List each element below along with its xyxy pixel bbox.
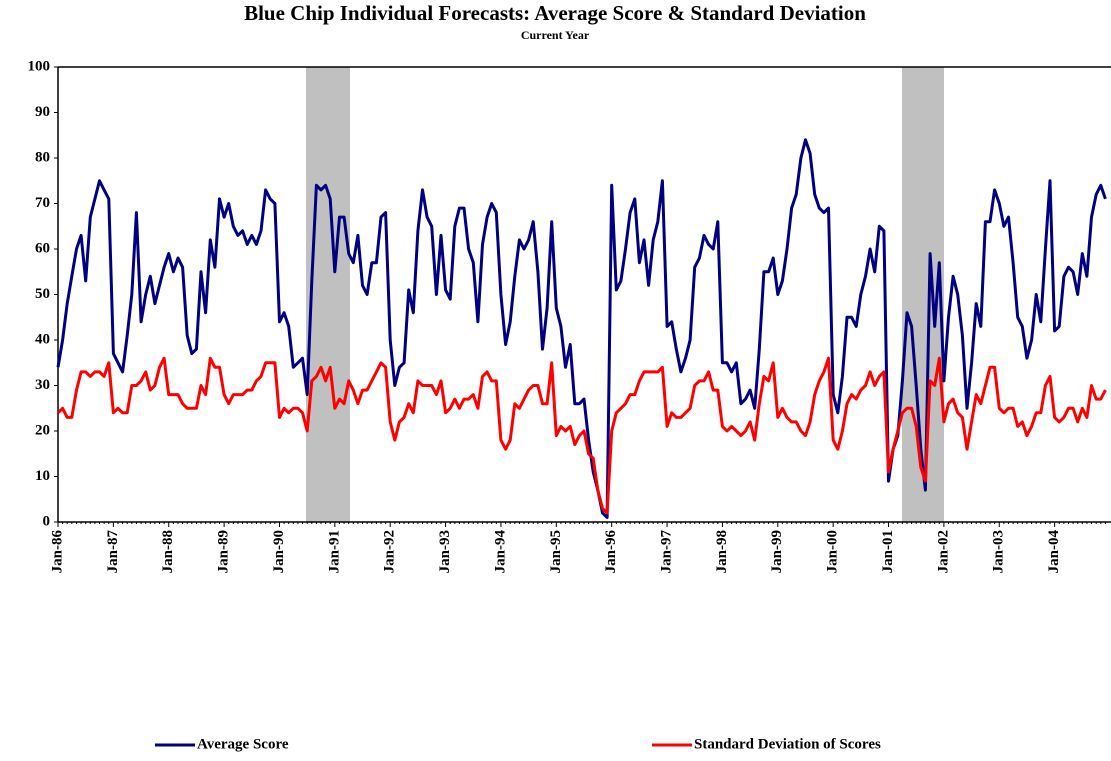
x-tick-label: Jan-93	[437, 530, 453, 573]
x-tick-label: Jan-96	[603, 530, 619, 574]
x-tick-label: Jan-91	[326, 530, 342, 573]
y-tick-label: 50	[35, 286, 50, 302]
x-tick-label: Jan-92	[382, 530, 398, 573]
y-tick-label: 70	[35, 195, 50, 211]
series-line	[56, 356, 1107, 515]
x-tick-label: Jan-86	[49, 530, 65, 574]
x-tick-label: Jan-88	[160, 530, 176, 573]
x-tick-label: Jan-98	[714, 530, 730, 573]
series-line	[56, 138, 1107, 519]
x-tick-label: Jan-01	[880, 530, 896, 573]
legend-label: Standard Deviation of Scores	[694, 736, 881, 752]
x-tick-label: Jan-02	[935, 530, 951, 573]
chart-subtitle: Current Year	[521, 28, 590, 42]
x-tick-label: Jan-89	[216, 530, 232, 573]
y-tick-label: 30	[35, 377, 50, 393]
x-tick-label: Jan-00	[825, 530, 841, 573]
x-tick-label: Jan-95	[548, 530, 564, 573]
y-tick-label: 20	[35, 422, 50, 438]
x-tick-label: Jan-99	[769, 530, 785, 573]
y-tick-label: 40	[35, 331, 50, 347]
x-tick-label: Jan-90	[271, 530, 287, 573]
y-tick-label: 100	[28, 58, 51, 74]
recession-shade	[306, 67, 350, 522]
x-tick-label: Jan-04	[1046, 530, 1062, 574]
x-tick-label: Jan-97	[658, 530, 674, 574]
y-tick-label: 10	[35, 468, 50, 484]
y-tick-label: 80	[35, 149, 50, 165]
x-tick-label: Jan-94	[492, 530, 508, 574]
y-tick-label: 60	[35, 240, 50, 256]
chart-title: Blue Chip Individual Forecasts: Average …	[244, 1, 866, 25]
x-tick-label: Jan-87	[105, 530, 121, 574]
x-tick-label: Jan-03	[991, 530, 1007, 573]
y-tick-label: 0	[43, 513, 51, 529]
legend-label: Average Score	[197, 736, 289, 752]
y-tick-label: 90	[35, 104, 50, 120]
